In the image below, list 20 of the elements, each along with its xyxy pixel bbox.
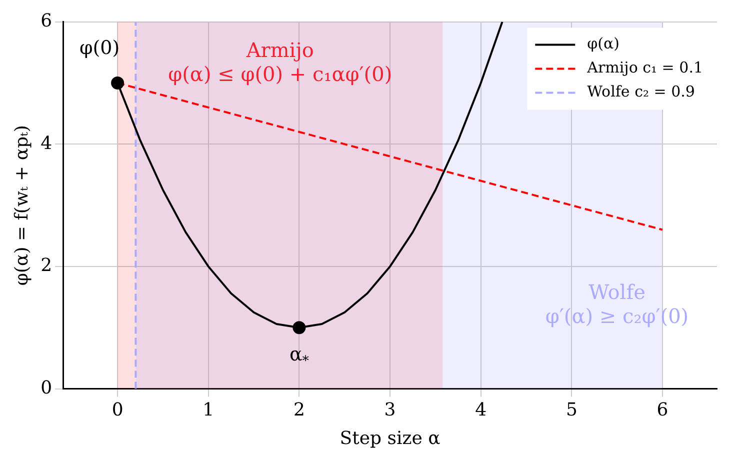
x-tick-label: 0	[112, 399, 124, 420]
band-label: Armijo φ(α) ≤ φ(0) + c₁αφ′(0)	[168, 38, 392, 86]
x-tick-label: 3	[384, 399, 396, 420]
y-axis-title: φ(α) = f(wₜ + αpₜ)	[11, 125, 32, 286]
y-tick-label: 6	[40, 10, 52, 32]
x-axis-title: Step size α	[340, 428, 440, 449]
x-tick-label: 5	[566, 399, 578, 420]
y-tick-label: 2	[40, 255, 52, 276]
y-tick-label: 0	[40, 377, 52, 398]
legend-label: φ(α)	[587, 34, 620, 53]
y-tick-label: 4	[40, 132, 52, 154]
annotation: φ(0)	[79, 36, 120, 59]
x-tick-label: 4	[475, 399, 487, 420]
legend-label: Armijo c₁ = 0.1	[586, 58, 704, 77]
legend-label: Wolfe c₂ = 0.9	[587, 82, 695, 101]
band-label: Wolfe φ′(α) ≥ c₂φ′(0)	[545, 280, 689, 328]
x-tick-label: 1	[202, 399, 214, 420]
x-tick-label: 6	[656, 399, 668, 420]
x-tick-label: 2	[293, 399, 305, 420]
annotation: α*	[289, 344, 310, 369]
